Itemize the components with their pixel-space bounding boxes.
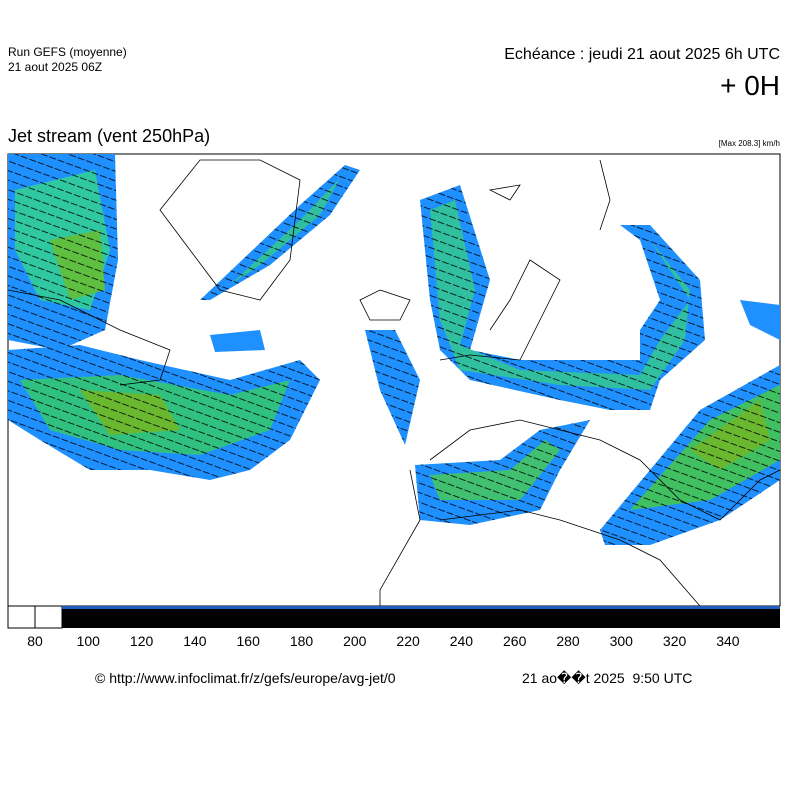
colorbar-cell xyxy=(34,605,63,629)
source-url: © http://www.infoclimat.fr/z/gefs/europe… xyxy=(95,670,396,686)
map-title: Jet stream (vent 250hPa) xyxy=(8,126,211,146)
colorbar-tick-label: 120 xyxy=(130,633,154,649)
colorbar-tick-label: 180 xyxy=(290,633,314,649)
colorbar-cell xyxy=(7,605,36,629)
colorbar xyxy=(7,605,780,629)
run-label: Run GEFS (moyenne) xyxy=(8,45,127,59)
colorbar-tick-label: 300 xyxy=(610,633,634,649)
colorbar-tick-label: 200 xyxy=(343,633,367,649)
colorbar-tick-label: 160 xyxy=(237,633,261,649)
forecast-time: Echéance : jeudi 21 aout 2025 6h UTC xyxy=(504,46,780,63)
run-date: 21 aout 2025 06Z xyxy=(8,60,103,74)
wind-arrows xyxy=(8,154,780,545)
colorbar-tick-label: 240 xyxy=(450,633,474,649)
lead-time: + 0H xyxy=(720,70,780,101)
colorbar-tick-label: 100 xyxy=(77,633,101,649)
timestamp: 21 ao��t 2025 9:50 UTC xyxy=(522,670,693,686)
colorbar-tick-label: 80 xyxy=(27,633,43,649)
coastlines xyxy=(7,159,781,607)
colorbar-body xyxy=(62,606,780,628)
colorbar-tick-label: 320 xyxy=(663,633,687,649)
max-label: [Max 208.3] km/h xyxy=(718,139,780,148)
colorbar-tick-label: 280 xyxy=(556,633,580,649)
colorbar-tick-label: 220 xyxy=(396,633,420,649)
colorbar-strip xyxy=(62,606,780,609)
map: 80 100 120 140 160 180 200 220 240 260 280 300 320 34… xyxy=(7,153,781,649)
colorbar-tick-label: 340 xyxy=(716,633,740,649)
colorbar-tick-label: 260 xyxy=(503,633,527,649)
colorbar-tick-label: 140 xyxy=(183,633,207,649)
